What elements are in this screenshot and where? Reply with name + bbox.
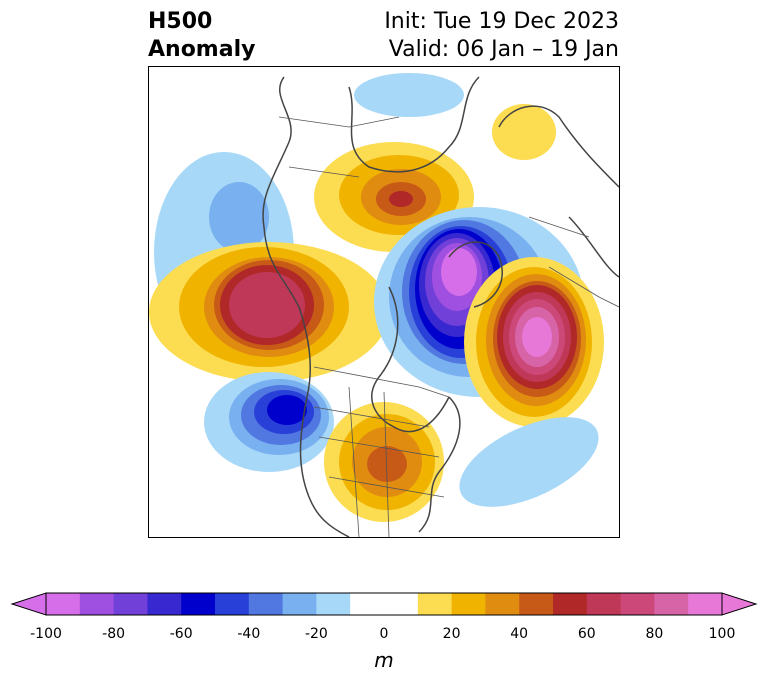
colorbar-tick-label: 40 <box>510 626 529 642</box>
colorbar-outline <box>45 592 723 616</box>
colorbar-extend-max <box>721 592 758 616</box>
field-type: Anomaly <box>148 37 256 62</box>
field-name: H500 <box>148 9 213 34</box>
colorbar-segment <box>350 593 385 615</box>
anomaly-positive-west <box>149 242 389 382</box>
colorbar-segment <box>147 593 182 615</box>
colorbar-segment <box>181 593 216 615</box>
colorbar-tick-label: 80 <box>645 626 664 642</box>
colorbar-tick-label: -20 <box>304 626 328 642</box>
anomaly-positive-east <box>464 257 604 427</box>
colorbar-tick-label: 100 <box>708 626 736 642</box>
colorbar-segment <box>215 593 250 615</box>
anomaly-positive-northeast <box>492 104 556 160</box>
colorbar-segment <box>113 593 148 615</box>
anomaly-map <box>148 66 620 538</box>
colorbar-segment <box>688 593 723 615</box>
colorbar-tick-label: -40 <box>237 626 261 642</box>
colorbar-segment <box>586 593 622 615</box>
country-borders <box>278 116 619 537</box>
colorbar-extend-min <box>10 592 47 616</box>
map-title-right: Init: Tue 19 Dec 2023 Valid: 06 Jan – 19… <box>384 8 619 64</box>
colorbar-segment <box>46 593 81 615</box>
anomaly-negative-southwest <box>204 372 334 472</box>
anomaly-map-canvas <box>149 73 619 537</box>
colorbar-tick-label: 20 <box>442 626 461 642</box>
colorbar-unit: m <box>374 648 394 672</box>
colorbar-segment <box>485 593 520 615</box>
colorbar-segment <box>620 593 655 615</box>
colorbar-segment <box>654 593 689 615</box>
coastlines <box>262 76 619 537</box>
colorbar <box>10 592 758 616</box>
init-date: Init: Tue 19 Dec 2023 <box>384 9 619 34</box>
colorbar-segment <box>417 593 453 615</box>
colorbar-segment <box>519 593 554 615</box>
colorbar-segment <box>79 593 115 615</box>
colorbar-tick-label: 0 <box>379 626 389 642</box>
colorbar-tick-label: -80 <box>102 626 126 642</box>
colorbar-segment <box>282 593 317 615</box>
colorbar-segments <box>10 592 758 616</box>
colorbar-tick-label: -100 <box>30 626 62 642</box>
valid-range: Valid: 06 Jan – 19 Jan <box>388 37 619 62</box>
colorbar-segment <box>451 593 486 615</box>
anomaly-negative-atlantic <box>459 417 599 507</box>
colorbar-segment <box>248 593 284 615</box>
colorbar-tick-label: -60 <box>169 626 193 642</box>
colorbar-segment <box>553 593 588 615</box>
colorbar-segment <box>384 593 419 615</box>
colorbar-segment <box>316 593 351 615</box>
colorbar-tick-label: 60 <box>577 626 596 642</box>
map-title-left: H500 Anomaly <box>148 8 255 64</box>
anomaly-negative-top <box>354 73 464 117</box>
